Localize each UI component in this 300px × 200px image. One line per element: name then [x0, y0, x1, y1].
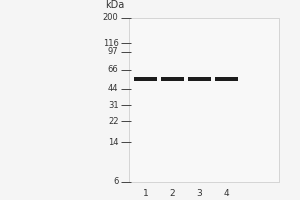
Text: 44: 44: [108, 84, 119, 93]
Text: 116: 116: [103, 39, 118, 48]
Bar: [134, 77, 157, 81]
Text: 14: 14: [108, 138, 119, 147]
Text: 1: 1: [142, 189, 148, 198]
Text: 22: 22: [108, 117, 119, 126]
Text: kDa: kDa: [105, 0, 124, 10]
Bar: [129, 18, 279, 182]
Text: 6: 6: [113, 178, 118, 186]
Bar: [215, 77, 238, 81]
Text: 66: 66: [108, 65, 118, 74]
Bar: [188, 77, 211, 81]
Text: 3: 3: [196, 189, 202, 198]
Text: 4: 4: [224, 189, 229, 198]
Text: 200: 200: [103, 14, 118, 22]
Text: 31: 31: [108, 101, 119, 110]
Bar: [161, 77, 184, 81]
Text: 2: 2: [170, 189, 175, 198]
Text: 97: 97: [108, 47, 119, 56]
